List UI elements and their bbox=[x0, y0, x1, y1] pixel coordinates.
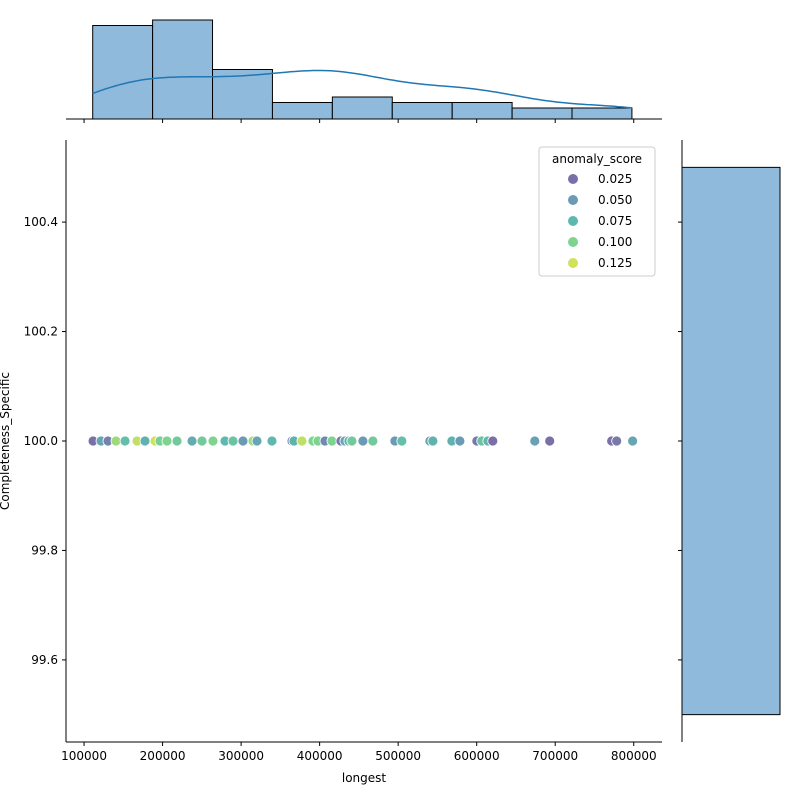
scatter-point bbox=[110, 435, 122, 447]
scatter-point bbox=[227, 435, 239, 447]
scatter-point bbox=[346, 435, 358, 447]
scatter-point bbox=[611, 435, 623, 447]
histogram-bar bbox=[271, 102, 333, 120]
legend-marker bbox=[568, 174, 578, 184]
histogram-bar bbox=[571, 107, 633, 120]
scatter-point bbox=[627, 435, 639, 447]
legend-title: anomaly_score bbox=[552, 152, 642, 166]
scatter-point bbox=[454, 435, 466, 447]
scatter-point bbox=[266, 435, 278, 447]
legend-label: 0.025 bbox=[598, 172, 632, 186]
x-axis-label: longest bbox=[342, 771, 387, 785]
x-tick-label: 200000 bbox=[140, 749, 186, 763]
y-tick-label: 100.0 bbox=[24, 434, 58, 448]
scatter-point bbox=[237, 435, 249, 447]
legend: anomaly_score 0.025 0.050 0.075 0.100 0.125 bbox=[538, 146, 656, 277]
scatter-point bbox=[487, 435, 499, 447]
scatter-point bbox=[251, 435, 263, 447]
histogram-bar bbox=[391, 102, 453, 120]
x-tick-label: 600000 bbox=[454, 749, 500, 763]
histogram-bar bbox=[681, 166, 781, 716]
scatter-point bbox=[544, 435, 556, 447]
scatter-point bbox=[171, 435, 183, 447]
x-tick-label: 100000 bbox=[61, 749, 107, 763]
x-tick-label: 800000 bbox=[611, 749, 657, 763]
scatter-point bbox=[396, 435, 408, 447]
x-tick-label: 300000 bbox=[218, 749, 264, 763]
scatter-point bbox=[326, 435, 338, 447]
histogram-bar bbox=[92, 25, 154, 120]
x-tick-label: 500000 bbox=[375, 749, 421, 763]
histogram-bar bbox=[451, 102, 513, 120]
legend-marker bbox=[568, 237, 578, 247]
top-marginal-histogram bbox=[66, 19, 662, 123]
scatter-point bbox=[119, 435, 131, 447]
y-tick-label: 99.6 bbox=[31, 653, 58, 667]
histogram-bar bbox=[331, 96, 393, 120]
legend-label: 0.125 bbox=[598, 256, 632, 270]
y-tick-label: 99.8 bbox=[31, 543, 58, 557]
legend-label: 0.075 bbox=[598, 214, 632, 228]
scatter-point bbox=[357, 435, 369, 447]
scatter-point bbox=[207, 435, 219, 447]
legend-label: 0.050 bbox=[598, 193, 632, 207]
scatter-point bbox=[427, 435, 439, 447]
legend-marker bbox=[568, 195, 578, 205]
scatter-point bbox=[186, 435, 198, 447]
scatter-point bbox=[139, 435, 151, 447]
right-marginal-histogram bbox=[678, 140, 781, 742]
scatter-point bbox=[529, 435, 541, 447]
scatter-point bbox=[296, 435, 308, 447]
y-axis-label: Completeness_Specific bbox=[0, 372, 12, 510]
legend-marker bbox=[568, 258, 578, 268]
main-scatter-axes: 100000 200000 300000 400000 500000 600000 7000… bbox=[24, 140, 662, 763]
scatter-point bbox=[161, 435, 173, 447]
y-tick-label: 100.4 bbox=[24, 215, 58, 229]
histogram-bar bbox=[212, 69, 273, 120]
histogram-bar bbox=[511, 107, 573, 120]
x-tick-label: 700000 bbox=[532, 749, 578, 763]
x-tick-label: 400000 bbox=[297, 749, 343, 763]
kde-curve bbox=[92, 69, 632, 109]
y-tick-label: 100.2 bbox=[24, 325, 58, 339]
legend-label: 0.100 bbox=[598, 235, 632, 249]
histogram-bar bbox=[152, 19, 214, 120]
scatter-point bbox=[367, 435, 379, 447]
scatter-point bbox=[196, 435, 208, 447]
legend-marker bbox=[568, 216, 578, 226]
legend-frame bbox=[538, 146, 656, 277]
